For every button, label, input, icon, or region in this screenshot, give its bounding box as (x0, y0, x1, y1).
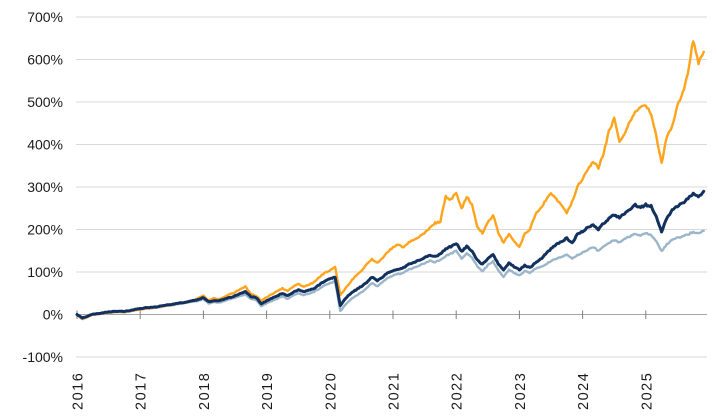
series-navy-line (75, 189, 706, 320)
x-tick-label: 2021 (387, 372, 403, 410)
x-tick-label: 2022 (450, 372, 466, 410)
y-tick-label: 100% (27, 264, 63, 280)
x-tick-label: 2023 (513, 372, 529, 410)
gridlines (76, 16, 707, 358)
x-tick-label: 2019 (260, 372, 276, 410)
y-tick-label: 0% (43, 307, 63, 323)
y-tick-label: -100% (23, 349, 63, 365)
x-tick-label: 2018 (197, 372, 213, 410)
y-tick-label: 700% (27, 9, 63, 25)
y-tick-label: 600% (27, 52, 63, 68)
x-tick-label: 2016 (71, 372, 87, 410)
y-axis-labels: 700% 600% 500% 400% 300% 200% 100% 0% -100% (23, 9, 63, 365)
x-tick-label: 2020 (323, 372, 339, 410)
data-series (75, 40, 706, 321)
axes (76, 310, 647, 319)
y-tick-label: 200% (27, 222, 63, 238)
x-tick-label: 2017 (134, 372, 150, 410)
y-tick-label: 500% (27, 94, 63, 110)
y-tick-label: 400% (27, 137, 63, 153)
y-tick-label: 300% (27, 179, 63, 195)
x-tick-label: 2025 (639, 372, 655, 410)
x-axis-labels: 2016 2017 2018 2019 2020 2021 2022 2023 2024 2025 (71, 372, 656, 410)
x-tick-label: 2024 (576, 372, 592, 410)
